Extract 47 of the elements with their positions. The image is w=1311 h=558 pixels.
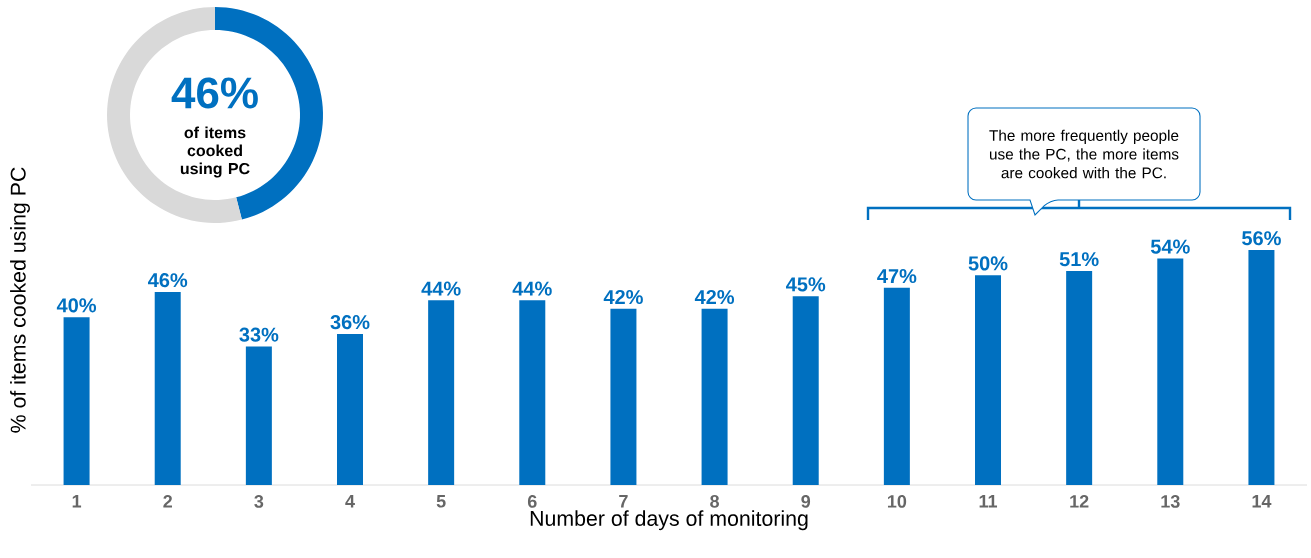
text: The more frequently people use the PC, the more items are cooked with the PC.	[989, 129, 1179, 179]
x-tick-label: 10	[887, 495, 907, 508]
x-tick-label: 3	[254, 495, 264, 508]
data-label: 40%	[56, 298, 97, 313]
bar	[883, 287, 910, 485]
data-label: 50%	[968, 256, 1008, 271]
data-label: 33%	[239, 327, 279, 342]
text: of items cooked using PC	[180, 126, 250, 178]
x-tick-label: 13	[1161, 495, 1180, 508]
bar	[63, 317, 90, 485]
x-tick-label: 11	[979, 495, 998, 508]
bar	[701, 308, 728, 485]
bar	[1066, 270, 1093, 485]
bar	[428, 300, 455, 485]
data-label: 46%	[148, 273, 188, 288]
bar	[154, 291, 181, 485]
bar	[610, 308, 637, 485]
data-label: 44%	[421, 281, 461, 296]
x-tick-label: 7	[619, 495, 628, 508]
x-tick-label: 8	[710, 495, 720, 508]
x-axis-title: Number of days of monitoring	[530, 510, 808, 531]
bar	[975, 275, 1002, 485]
y-axis-title: % of items cooked using PC	[10, 167, 30, 433]
data-label: 47%	[877, 269, 917, 284]
data-label: 51%	[1059, 252, 1099, 267]
bar	[337, 333, 363, 485]
bar	[245, 346, 272, 485]
bar	[519, 300, 546, 485]
x-tick-label: 2	[163, 495, 172, 508]
data-label: 45%	[786, 277, 826, 292]
x-tick-label: 4	[345, 495, 355, 508]
x-tick-label: 5	[436, 495, 446, 508]
data-label: 46%	[171, 77, 258, 109]
x-tick-label: 14	[1252, 495, 1272, 508]
x-tick-label: 9	[801, 495, 811, 508]
bar	[1157, 258, 1184, 485]
data-label: 42%	[694, 289, 735, 305]
data-label: 54%	[1150, 239, 1190, 254]
x-tick-label: 1	[72, 495, 82, 508]
data-label: 56%	[1242, 231, 1281, 246]
x-tick-label: 6	[527, 495, 537, 508]
data-label: 44%	[512, 281, 552, 296]
data-label: 36%	[330, 315, 370, 330]
data-label: 42%	[603, 289, 643, 305]
bar	[1248, 250, 1275, 485]
x-tick-label: 12	[1070, 495, 1089, 508]
bar	[792, 296, 819, 485]
